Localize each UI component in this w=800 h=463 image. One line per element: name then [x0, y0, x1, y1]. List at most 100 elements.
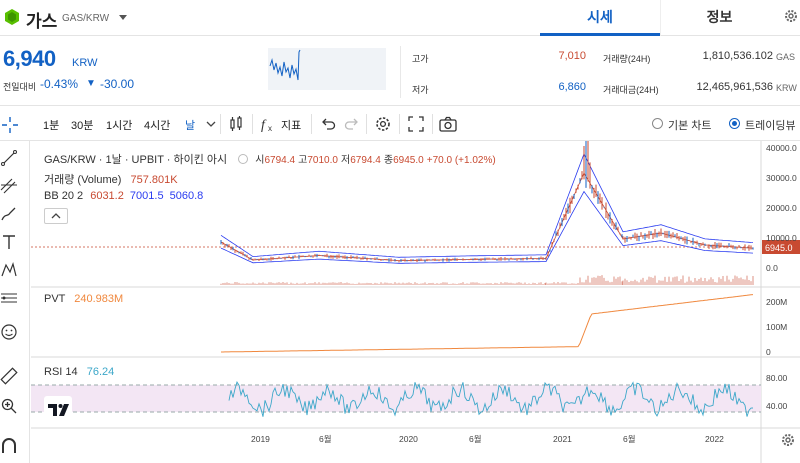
price-axis-label: 40000.0	[766, 143, 797, 153]
rsi-value: 76.24	[86, 366, 115, 378]
magnet-icon[interactable]	[0, 437, 18, 455]
fib-tool-icon[interactable]	[0, 177, 18, 195]
pvt-legend: PVT 240.983M	[44, 293, 123, 305]
rsi-axis-label: 80.00	[766, 373, 788, 383]
interval-day[interactable]: 날	[185, 120, 196, 132]
crosshair-icon[interactable]	[0, 115, 20, 135]
ruler-icon[interactable]	[0, 367, 18, 385]
function-icon[interactable]: f x	[258, 114, 278, 134]
ohlc-change: +70.0 (+1.02%)	[426, 155, 496, 166]
camera-icon[interactable]	[438, 114, 458, 134]
basic-chart-radio[interactable]	[652, 118, 663, 129]
down-arrow-icon: ▼	[86, 78, 96, 89]
coin-name: 가스	[26, 12, 58, 31]
tradingview-logo-icon	[44, 396, 72, 422]
brush-icon[interactable]	[0, 205, 18, 223]
chart-title: GAS/KRW · 1날 · UPBIT · 하이킨 아시	[44, 154, 228, 166]
pvt-axis-label: 200M	[766, 297, 787, 307]
text-tool-icon[interactable]	[0, 233, 18, 251]
trend-line-icon[interactable]	[0, 149, 18, 167]
drawing-toolbar	[0, 141, 30, 463]
price-axis-label: 30000.0	[766, 173, 797, 183]
redo-icon[interactable]	[342, 114, 362, 134]
pvt-axis-label: 100M	[766, 322, 787, 332]
indicator-button[interactable]: 지표	[281, 120, 302, 132]
rsi-line	[228, 381, 754, 417]
chevron-down-icon[interactable]	[201, 114, 221, 134]
pvt-axis-label: 0	[766, 347, 771, 357]
last-price-tag-text: 6945.0	[765, 243, 793, 253]
gas-logo-icon	[5, 9, 19, 25]
bb-value: 6031.2	[90, 190, 124, 202]
top-bar: 가스 GAS/KRW 시세 정보	[0, 0, 800, 36]
volume-legend: 거래량 (Volume) 757.801K	[44, 171, 178, 187]
tab-market[interactable]: 시세	[540, 0, 660, 36]
emoji-icon[interactable]	[0, 323, 18, 341]
price-axis-label: 10000.0	[766, 233, 797, 243]
bb-label: BB 20 2	[44, 190, 84, 202]
settings-icon[interactable]	[373, 114, 393, 134]
time-axis-label: 2022	[705, 434, 724, 444]
divider	[400, 46, 401, 98]
ohlc-open: 6794.4	[264, 155, 296, 166]
interval-4hour[interactable]: 4시간	[144, 120, 171, 132]
chart-legend: GAS/KRW · 1날 · UPBIT · 하이킨 아시 시6794.4 고7…	[44, 154, 496, 166]
price-chart[interactable]: 6945.0 40000.0 30000.0 20000.0 10000.0 0…	[31, 141, 800, 463]
change-percent: -0.43%	[40, 77, 79, 91]
chart-toolbar: 1분 30분 1시간 4시간 날 f x 지표 기본 차트	[0, 107, 800, 141]
interval-1min[interactable]: 1분	[43, 120, 60, 132]
chevron-down-icon[interactable]	[117, 11, 129, 23]
current-price: 6,940	[3, 46, 56, 71]
volume-label: 거래량 (Volume)	[44, 174, 122, 186]
separator	[432, 114, 433, 134]
zoom-in-icon[interactable]	[0, 397, 18, 415]
bb-value: 5060.8	[169, 190, 204, 202]
interval-1hour[interactable]: 1시간	[106, 120, 133, 132]
amount-unit: KRW	[776, 83, 797, 93]
price-axis-label: 20000.0	[766, 203, 797, 213]
tradingview-label[interactable]: 트레이딩뷰	[745, 120, 796, 132]
rsi-label: RSI 14	[44, 366, 78, 378]
separator	[311, 114, 312, 134]
price-axis-label: 0.0	[766, 263, 778, 273]
svg-text:x: x	[268, 124, 272, 133]
bollinger-bands	[220, 152, 754, 264]
undo-icon[interactable]	[318, 114, 338, 134]
time-axis-label: 6월	[319, 434, 332, 444]
last-price-tag	[762, 240, 800, 254]
change-amount: -30.00	[100, 77, 135, 91]
volume-value: 757.801K	[130, 174, 178, 186]
candlestick-icon[interactable]	[226, 114, 246, 134]
time-axis-label: 2021	[553, 434, 572, 444]
status-dot-icon	[238, 154, 249, 164]
ohlc-high: 7010.0	[307, 155, 338, 166]
separator	[366, 114, 367, 134]
pattern-tool-icon[interactable]	[0, 261, 18, 279]
tab-info[interactable]: 정보	[660, 0, 778, 36]
bollinger-band-line	[220, 172, 754, 261]
ohlc-close: 6945.0	[393, 155, 424, 166]
prediction-tool-icon[interactable]	[0, 289, 18, 307]
interval-30min[interactable]: 30분	[71, 120, 94, 132]
fullscreen-icon[interactable]	[406, 114, 426, 134]
tradingview-radio[interactable]	[729, 118, 740, 129]
rsi-legend: RSI 14 76.24	[44, 366, 114, 378]
low-label: 저가	[412, 85, 429, 95]
time-axis-label: 2020	[399, 434, 418, 444]
volume-unit: GAS	[776, 52, 796, 62]
time-axis-label: 6월	[623, 434, 636, 444]
basic-chart-label[interactable]: 기본 차트	[668, 120, 712, 132]
separator	[399, 114, 400, 134]
high-value: 7,010	[558, 50, 586, 62]
ohlc-low: 6794.4	[350, 155, 381, 166]
bb-legend: BB 20 2 6031.2 7001.5 5060.8	[44, 190, 203, 202]
rsi-band	[31, 385, 761, 412]
volume-value: 1,810,536.102	[702, 50, 773, 62]
collapse-legend-button[interactable]	[44, 208, 68, 224]
gear-icon[interactable]	[783, 8, 799, 24]
mini-chart	[268, 48, 386, 90]
amount-label: 거래대금(24H)	[603, 85, 659, 95]
gear-icon[interactable]	[780, 432, 796, 448]
bb-value: 7001.5	[129, 190, 164, 202]
bollinger-band-line	[220, 152, 754, 258]
